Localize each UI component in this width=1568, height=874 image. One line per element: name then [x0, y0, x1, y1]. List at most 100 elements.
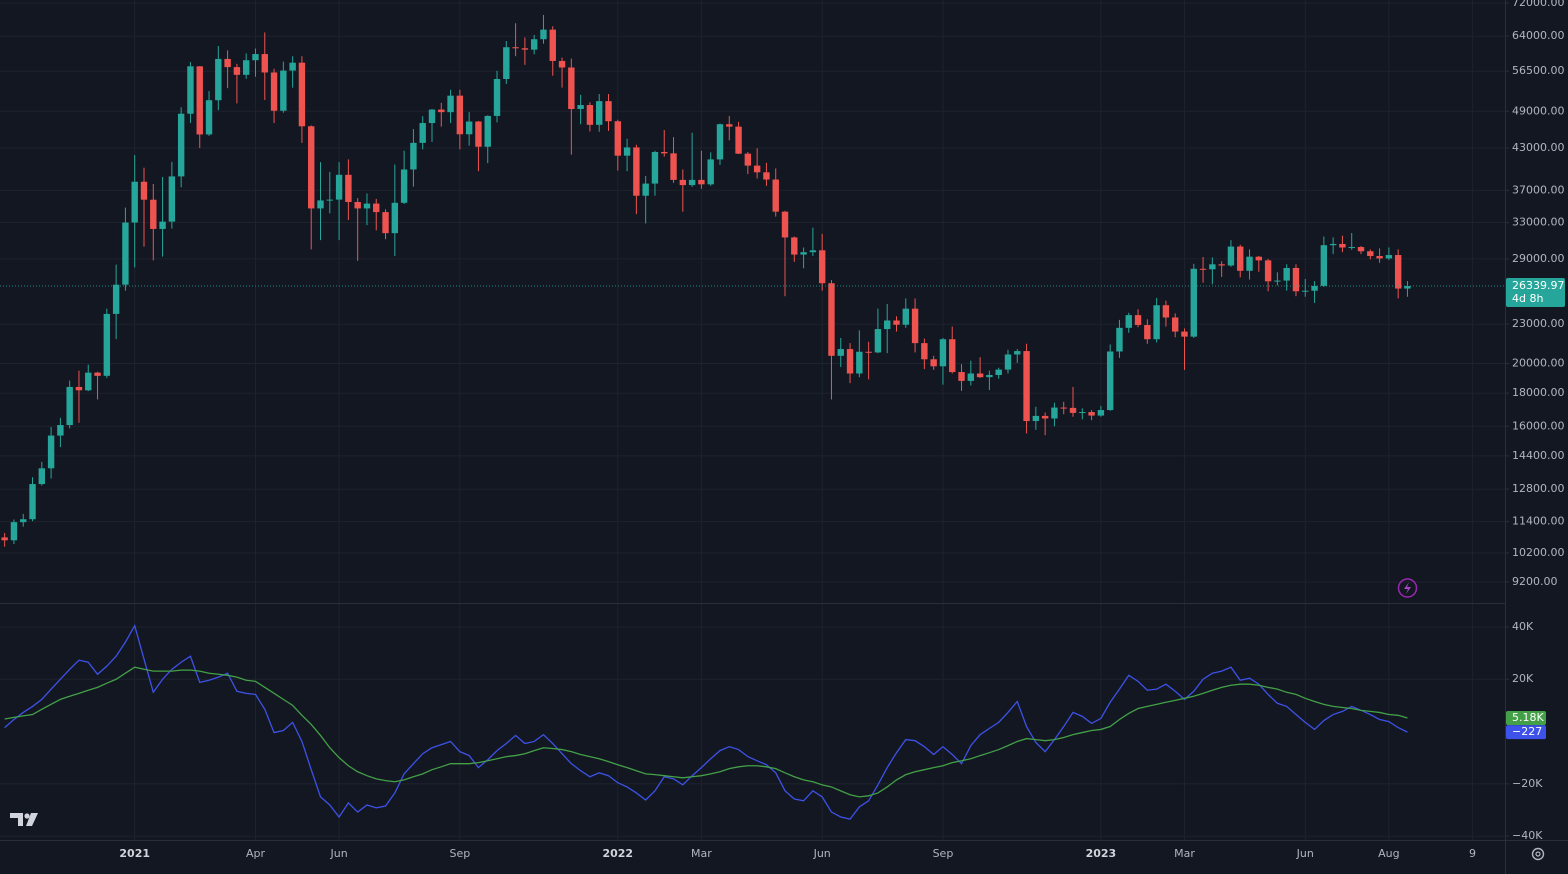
candle-body	[596, 101, 603, 125]
y-tick-label: 72000.00	[1512, 0, 1565, 9]
grid	[0, 0, 1505, 840]
logo-part	[24, 813, 30, 819]
candle-body	[577, 105, 584, 110]
candle-body	[159, 221, 166, 229]
candle-body	[976, 373, 984, 378]
candle-body	[1172, 317, 1179, 332]
candle-body	[298, 62, 306, 127]
candle-body	[902, 308, 909, 325]
candle-body	[1227, 246, 1235, 266]
y-tick-label: 10200.00	[1512, 546, 1565, 559]
gear-ring	[1531, 847, 1545, 861]
candle-body	[707, 159, 714, 185]
candle-body	[828, 283, 835, 356]
candle-body	[698, 179, 705, 185]
candle-body	[289, 62, 296, 71]
candle-body	[168, 176, 176, 222]
candle-body	[1329, 243, 1337, 246]
candle-body	[335, 174, 343, 200]
lightning-button[interactable]	[1397, 578, 1418, 598]
y-tick-label: 37000.00	[1512, 183, 1565, 196]
countdown-label: 4d 8h	[1512, 292, 1543, 305]
candle-body	[280, 70, 287, 111]
candle-body	[66, 386, 73, 426]
x-tick-label: 2022	[602, 847, 633, 860]
candle-body	[1320, 245, 1328, 286]
candle-body	[874, 329, 882, 353]
x-tick-label: Jun	[813, 847, 831, 860]
x-tick-label: Sep	[933, 847, 954, 860]
candle-body	[744, 153, 752, 166]
candle-body	[558, 60, 566, 68]
x-tick-label: Mar	[1174, 847, 1195, 860]
candle-body	[326, 199, 333, 201]
y-tick-label: 43000.00	[1512, 141, 1565, 154]
x-tick-label: Sep	[449, 847, 470, 860]
candle-body	[224, 58, 231, 68]
candle-body	[187, 66, 194, 114]
candle-body	[716, 124, 724, 160]
candle-body	[568, 67, 575, 110]
x-tick-label: 9	[1469, 847, 1476, 860]
candle-body	[270, 72, 278, 111]
candle-body	[1264, 260, 1272, 282]
y-tick-label: 18000.00	[1512, 386, 1565, 399]
candle-body	[363, 203, 371, 209]
last-value-tag	[1506, 710, 1546, 725]
candle-body	[57, 425, 64, 436]
candle-body	[140, 181, 148, 200]
candle-body	[1190, 268, 1197, 337]
candle-body	[475, 121, 482, 147]
settings-button[interactable]	[1531, 847, 1545, 861]
candle-body	[1274, 280, 1281, 282]
candle-body	[1218, 264, 1225, 266]
candle-body	[1339, 243, 1346, 248]
candle-body	[1246, 256, 1253, 271]
candle-body	[419, 123, 426, 143]
last-value-tag	[1506, 725, 1546, 740]
candle-body	[1144, 324, 1151, 340]
candle-body	[438, 109, 445, 113]
candle-body	[205, 100, 213, 135]
candle-body	[995, 369, 1002, 375]
candle-body	[1097, 410, 1105, 416]
candle-body	[809, 250, 817, 253]
candle-body	[1023, 351, 1030, 422]
candle-body	[753, 165, 761, 173]
candle-body	[308, 126, 315, 209]
candle-body	[1302, 290, 1309, 292]
candle-body	[614, 121, 621, 156]
y-tick-label: 49000.00	[1512, 104, 1565, 117]
y-tick-label: 20K	[1512, 672, 1534, 685]
candle-body	[1079, 412, 1086, 414]
candle-body	[605, 101, 612, 122]
candle-body	[1, 537, 8, 541]
candle-body	[1004, 354, 1012, 370]
y-tick-label: 33000.00	[1512, 216, 1565, 229]
candle-body	[791, 237, 798, 255]
candle-body	[1209, 264, 1216, 270]
candle-body	[726, 124, 733, 127]
candle-body	[939, 339, 947, 367]
candle-body	[373, 203, 380, 213]
candle-body	[818, 250, 826, 284]
candle-body	[1357, 247, 1365, 252]
candle-body	[911, 308, 919, 344]
candle-body	[1051, 407, 1058, 419]
candle-body	[456, 95, 464, 135]
axes: 2021 Apr Jun Sep 2022 Mar Jun Sep 2023 Mar Jun Aug 9…	[119, 0, 1565, 860]
candle-body	[391, 202, 399, 234]
last-value-label: 5.18K	[1512, 711, 1544, 724]
y-tick-label: −20K	[1512, 777, 1543, 790]
last-price-label: 26339.97	[1512, 279, 1565, 292]
candle-body	[20, 519, 27, 523]
y-tick-label: 20000.00	[1512, 356, 1565, 369]
candle-body	[261, 54, 268, 73]
candle-body	[1032, 415, 1040, 422]
logo-part	[26, 813, 38, 826]
candle-body	[679, 179, 687, 186]
candle-body	[688, 179, 696, 186]
y-tick-label: 23000.00	[1512, 317, 1565, 330]
